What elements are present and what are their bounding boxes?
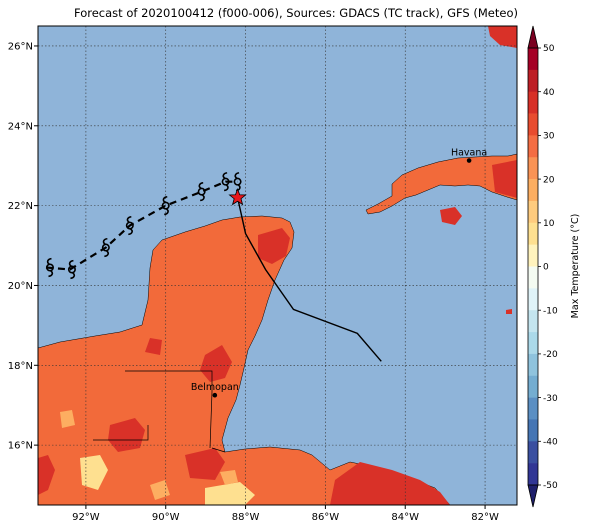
hurricane-symbol-icon [197,182,206,202]
colorbar-tick-label: 30 [543,132,555,142]
hurricane-symbol-icon [125,215,134,236]
colorbar-segment [528,179,538,202]
city-label: Havana [451,148,487,159]
colorbar-segment [528,135,538,158]
land-mild-zone-1 [60,410,75,428]
land-hot-zone-3 [200,345,232,382]
border-mexico-guatemala [93,370,226,453]
colorbar-segment [528,222,538,245]
storm-symbol-layer [45,172,242,280]
city-layer: Havana Belmopan [191,148,487,398]
colorbar-segment [528,441,538,464]
colorbar-segment [528,353,538,377]
lon-tick-label: 90°W [152,512,180,523]
land-hot-zone-4 [108,418,145,452]
lon-tick-label: 82°W [471,512,499,523]
colorbar-segment [528,91,538,114]
hurricane-symbol-icon [67,259,76,280]
hurricane-symbol-icon [221,172,230,192]
colorbar-segment [528,157,538,180]
land-hot-cayman [506,309,512,314]
city-marker [466,158,472,163]
latitude-ticks: 16°N 18°N 20°N 22°N 24°N 26°N [8,41,38,452]
hurricane-symbol-icon [45,257,54,278]
lon-tick-label: 92°W [72,512,100,523]
colorbar-tick-label: -30 [543,394,558,404]
land-hot-zone-1 [258,228,290,264]
lat-tick-label: 22°N [8,201,33,212]
colorbar-tick-label: 50 [543,44,555,54]
lon-tick-label: 86°W [312,512,340,523]
hurricane-symbol-icon [161,196,170,216]
colorbar-tick-label: 10 [543,219,555,229]
city-marker [212,392,218,398]
colorbar-extend-top [527,25,539,49]
colorbar-tick-label: -20 [543,350,558,360]
colorbar-segment [528,113,538,136]
colorbar-tick-label: -40 [543,438,558,448]
colorbar-tick-label: 0 [543,263,549,273]
land-cool-zone-2 [205,482,255,505]
land-hot-zone-6 [330,462,450,505]
map-canvas: Havana Belmopan [38,26,517,505]
colorbar-segment [528,310,538,333]
land-hot-zone-2 [145,338,162,355]
land-hot-zone-5 [38,455,55,495]
longitude-ticks: 92°W 90°W 88°W 86°W 84°W 82°W [72,505,499,523]
map-title: Forecast of 2020100412 (f000-006), Sourc… [74,6,518,20]
lat-tick-label: 16°N [8,441,33,452]
land-hot-florida [488,26,517,48]
lon-tick-label: 88°W [232,512,260,523]
colorbar-segment [528,200,538,224]
land-hot-zone-7 [185,448,225,480]
forecast-track-line [236,197,382,362]
colorbar-tick-label: 20 [543,175,555,185]
hurricane-symbol-icon [101,237,110,258]
lon-tick-label: 84°W [391,512,419,523]
colorbar-segment [528,69,538,92]
colorbar: 50 40 30 20 10 0 -10 -20 -30 -40 -50 [527,25,558,508]
colorbar-tick-label: 40 [543,88,555,98]
colorbar-segment [528,288,538,311]
land-mild-zone-2 [150,480,170,500]
lat-tick-label: 20°N [8,281,33,292]
land-hot-isla-juventud [440,207,462,225]
colorbar-label: Max Temperature (°C) [570,214,581,319]
lat-tick-label: 26°N [8,41,33,52]
land-cool-zone-1 [80,455,108,490]
lat-tick-label: 24°N [8,121,33,132]
land-cuba [365,153,517,215]
land-hot-cuba [492,160,517,198]
colorbar-segment [528,463,538,486]
colorbar-segment [528,419,538,442]
city-label: Belmopan [191,382,239,393]
lat-tick-label: 18°N [8,361,33,372]
map-frame [37,25,518,506]
colorbar-tick-label: -50 [543,481,558,491]
land-mild-zone-3 [220,470,238,485]
current-position-star-marker [228,188,247,206]
colorbar-segment [528,332,538,355]
colorbar-extend-bottom [527,484,539,508]
colorbar-segment [528,397,538,420]
colorbar-segment [528,266,538,289]
colorbar-tick-label: -10 [543,306,558,316]
colorbar-segment [528,48,538,71]
colorbar-segment [528,244,538,267]
colorbar-segment [528,375,538,398]
